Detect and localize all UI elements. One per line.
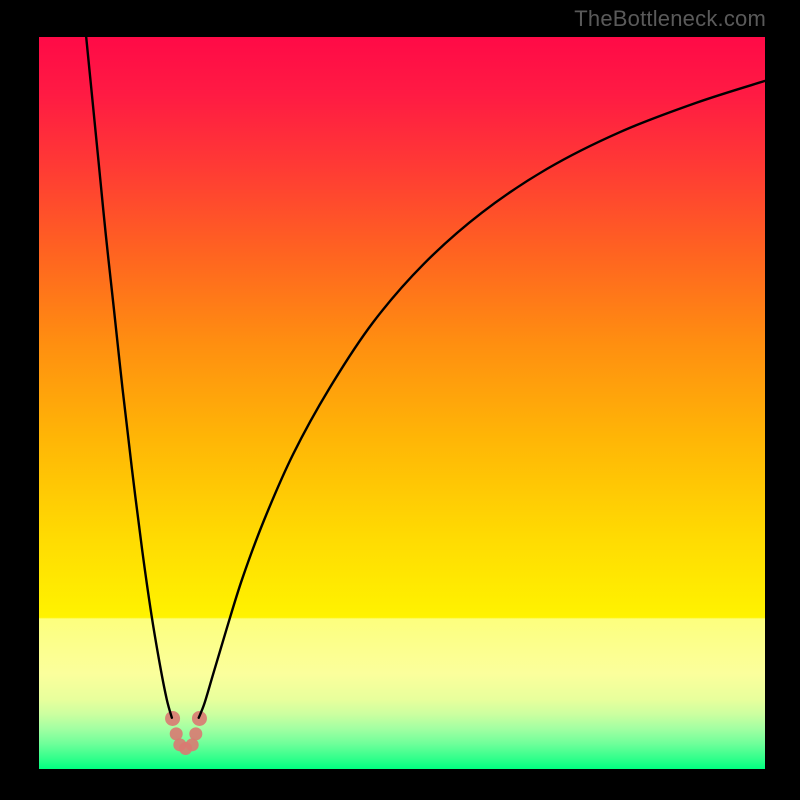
trough-marker: [189, 727, 202, 740]
curve-right-branch: [199, 81, 765, 718]
chart-overlay: [39, 37, 765, 769]
chart-frame: TheBottleneck.com: [0, 0, 800, 800]
watermark-text: TheBottleneck.com: [574, 6, 766, 32]
curve-left-branch: [86, 37, 172, 718]
plot-area: [39, 37, 765, 769]
